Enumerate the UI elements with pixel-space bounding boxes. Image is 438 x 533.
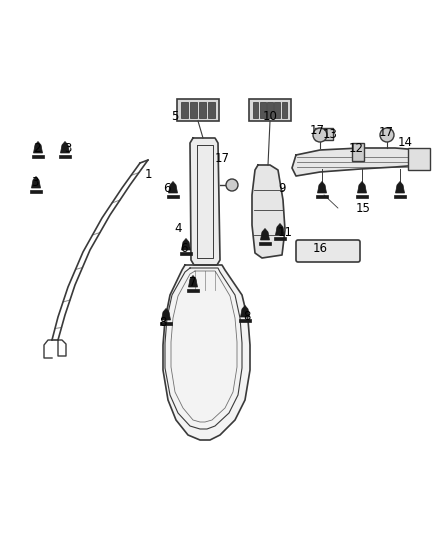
Bar — [352, 143, 364, 161]
Polygon shape — [252, 165, 285, 258]
Bar — [181, 102, 188, 118]
Text: 6: 6 — [163, 182, 171, 195]
Text: 8: 8 — [159, 316, 167, 328]
Text: 3: 3 — [31, 176, 39, 190]
Text: 8: 8 — [244, 310, 251, 322]
Polygon shape — [240, 305, 250, 317]
Text: 9: 9 — [278, 182, 286, 195]
Polygon shape — [187, 289, 199, 292]
Polygon shape — [190, 138, 220, 265]
Polygon shape — [181, 238, 191, 250]
Text: 14: 14 — [398, 136, 413, 149]
Bar — [190, 102, 197, 118]
Text: 1: 1 — [144, 168, 152, 182]
Polygon shape — [59, 155, 71, 158]
Bar — [408, 148, 430, 170]
Circle shape — [313, 128, 327, 142]
Polygon shape — [394, 195, 406, 198]
Text: 2: 2 — [33, 141, 41, 155]
Polygon shape — [160, 322, 172, 325]
Bar — [253, 102, 258, 118]
Polygon shape — [188, 276, 198, 287]
Polygon shape — [316, 195, 328, 198]
Bar — [274, 102, 280, 118]
Polygon shape — [292, 148, 424, 176]
Text: 11: 11 — [278, 227, 293, 239]
Bar — [199, 102, 206, 118]
Text: 6: 6 — [180, 241, 188, 254]
Polygon shape — [239, 319, 251, 322]
Text: 10: 10 — [262, 109, 277, 123]
FancyBboxPatch shape — [296, 240, 360, 262]
Polygon shape — [180, 252, 192, 255]
Polygon shape — [276, 223, 285, 235]
Polygon shape — [274, 237, 286, 240]
Polygon shape — [32, 176, 40, 188]
Circle shape — [226, 179, 238, 191]
Circle shape — [380, 128, 394, 142]
Polygon shape — [318, 182, 326, 193]
Bar — [177, 99, 219, 121]
Polygon shape — [60, 141, 70, 153]
Text: 17: 17 — [215, 151, 230, 165]
Polygon shape — [167, 195, 179, 198]
Bar — [315, 128, 333, 140]
Text: 3: 3 — [64, 141, 72, 155]
Bar — [249, 99, 291, 121]
Text: 15: 15 — [356, 201, 371, 214]
Text: 17: 17 — [378, 126, 393, 140]
Polygon shape — [32, 155, 44, 158]
Text: 7: 7 — [189, 276, 197, 288]
Polygon shape — [162, 309, 170, 320]
Polygon shape — [259, 242, 271, 245]
Text: 5: 5 — [171, 109, 179, 123]
Polygon shape — [396, 182, 405, 193]
Text: 13: 13 — [322, 127, 337, 141]
Bar — [282, 102, 287, 118]
Polygon shape — [169, 182, 177, 193]
Bar — [267, 102, 273, 118]
Polygon shape — [33, 141, 42, 153]
Polygon shape — [30, 190, 42, 193]
Polygon shape — [357, 182, 367, 193]
Bar — [260, 102, 266, 118]
Text: 16: 16 — [312, 241, 328, 254]
Text: 12: 12 — [349, 141, 364, 155]
Polygon shape — [356, 195, 368, 198]
Bar — [208, 102, 215, 118]
Polygon shape — [163, 265, 250, 440]
Text: 17: 17 — [310, 124, 325, 136]
Text: 4: 4 — [174, 222, 182, 235]
Polygon shape — [261, 229, 269, 240]
